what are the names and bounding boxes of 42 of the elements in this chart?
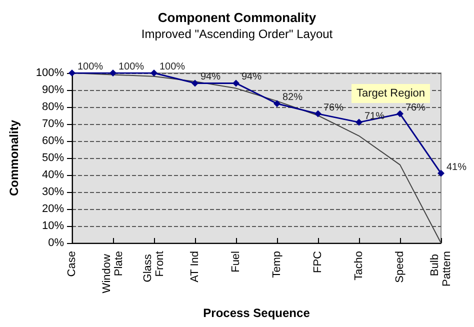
point bbox=[274, 100, 280, 108]
y-tick-label: 70% bbox=[42, 118, 64, 130]
x-tick-label: Tacho bbox=[353, 251, 365, 280]
y-axis-title: Commonality bbox=[7, 120, 21, 196]
x-tick-label: Fuel bbox=[230, 251, 242, 272]
y-tick-label: 30% bbox=[42, 186, 64, 198]
point bbox=[396, 110, 404, 118]
data-label: 100% bbox=[78, 62, 104, 72]
x-tick-label: Case bbox=[66, 251, 78, 277]
x-tick-label: FPC bbox=[312, 250, 324, 273]
data-label: 94% bbox=[242, 72, 262, 83]
chart-title: Component Commonality bbox=[158, 10, 317, 25]
y-tick-label: 0% bbox=[48, 237, 64, 249]
point bbox=[438, 170, 444, 177]
x-tick-label: Window Plate bbox=[101, 251, 125, 294]
point bbox=[232, 80, 240, 87]
y-tick-label: 100% bbox=[36, 67, 64, 79]
data-label: 100% bbox=[160, 62, 186, 72]
x-tick-label: Glass Front bbox=[142, 251, 166, 282]
data-label: 41% bbox=[446, 162, 467, 173]
chart-subtitle: Improved "Ascending Order" Layout bbox=[141, 27, 334, 41]
y-tick-label: 40% bbox=[42, 169, 64, 181]
x-axis-title: Process Sequence bbox=[203, 306, 310, 320]
y-tick-label: 50% bbox=[42, 152, 64, 164]
x-tick-label: Bulb Pattern bbox=[429, 251, 453, 286]
point bbox=[356, 118, 362, 126]
x-tick-label: AT Ind bbox=[189, 251, 201, 282]
data-label: 94% bbox=[200, 72, 221, 83]
data-label: 100% bbox=[118, 62, 144, 72]
annotation: Target Region bbox=[356, 88, 426, 100]
point bbox=[192, 80, 198, 87]
y-tick-label: 60% bbox=[42, 135, 64, 147]
x-tick-label: Temp bbox=[271, 251, 283, 278]
point bbox=[150, 70, 158, 76]
y-tick-label: 90% bbox=[42, 84, 64, 96]
point bbox=[314, 110, 322, 118]
y-tick-label: 10% bbox=[42, 220, 64, 232]
data-label: 82% bbox=[282, 92, 303, 104]
x-tick-label: Speed bbox=[394, 251, 406, 283]
y-tick-label: 80% bbox=[42, 101, 64, 113]
point bbox=[110, 70, 116, 76]
y-tick-label: 20% bbox=[42, 203, 64, 215]
